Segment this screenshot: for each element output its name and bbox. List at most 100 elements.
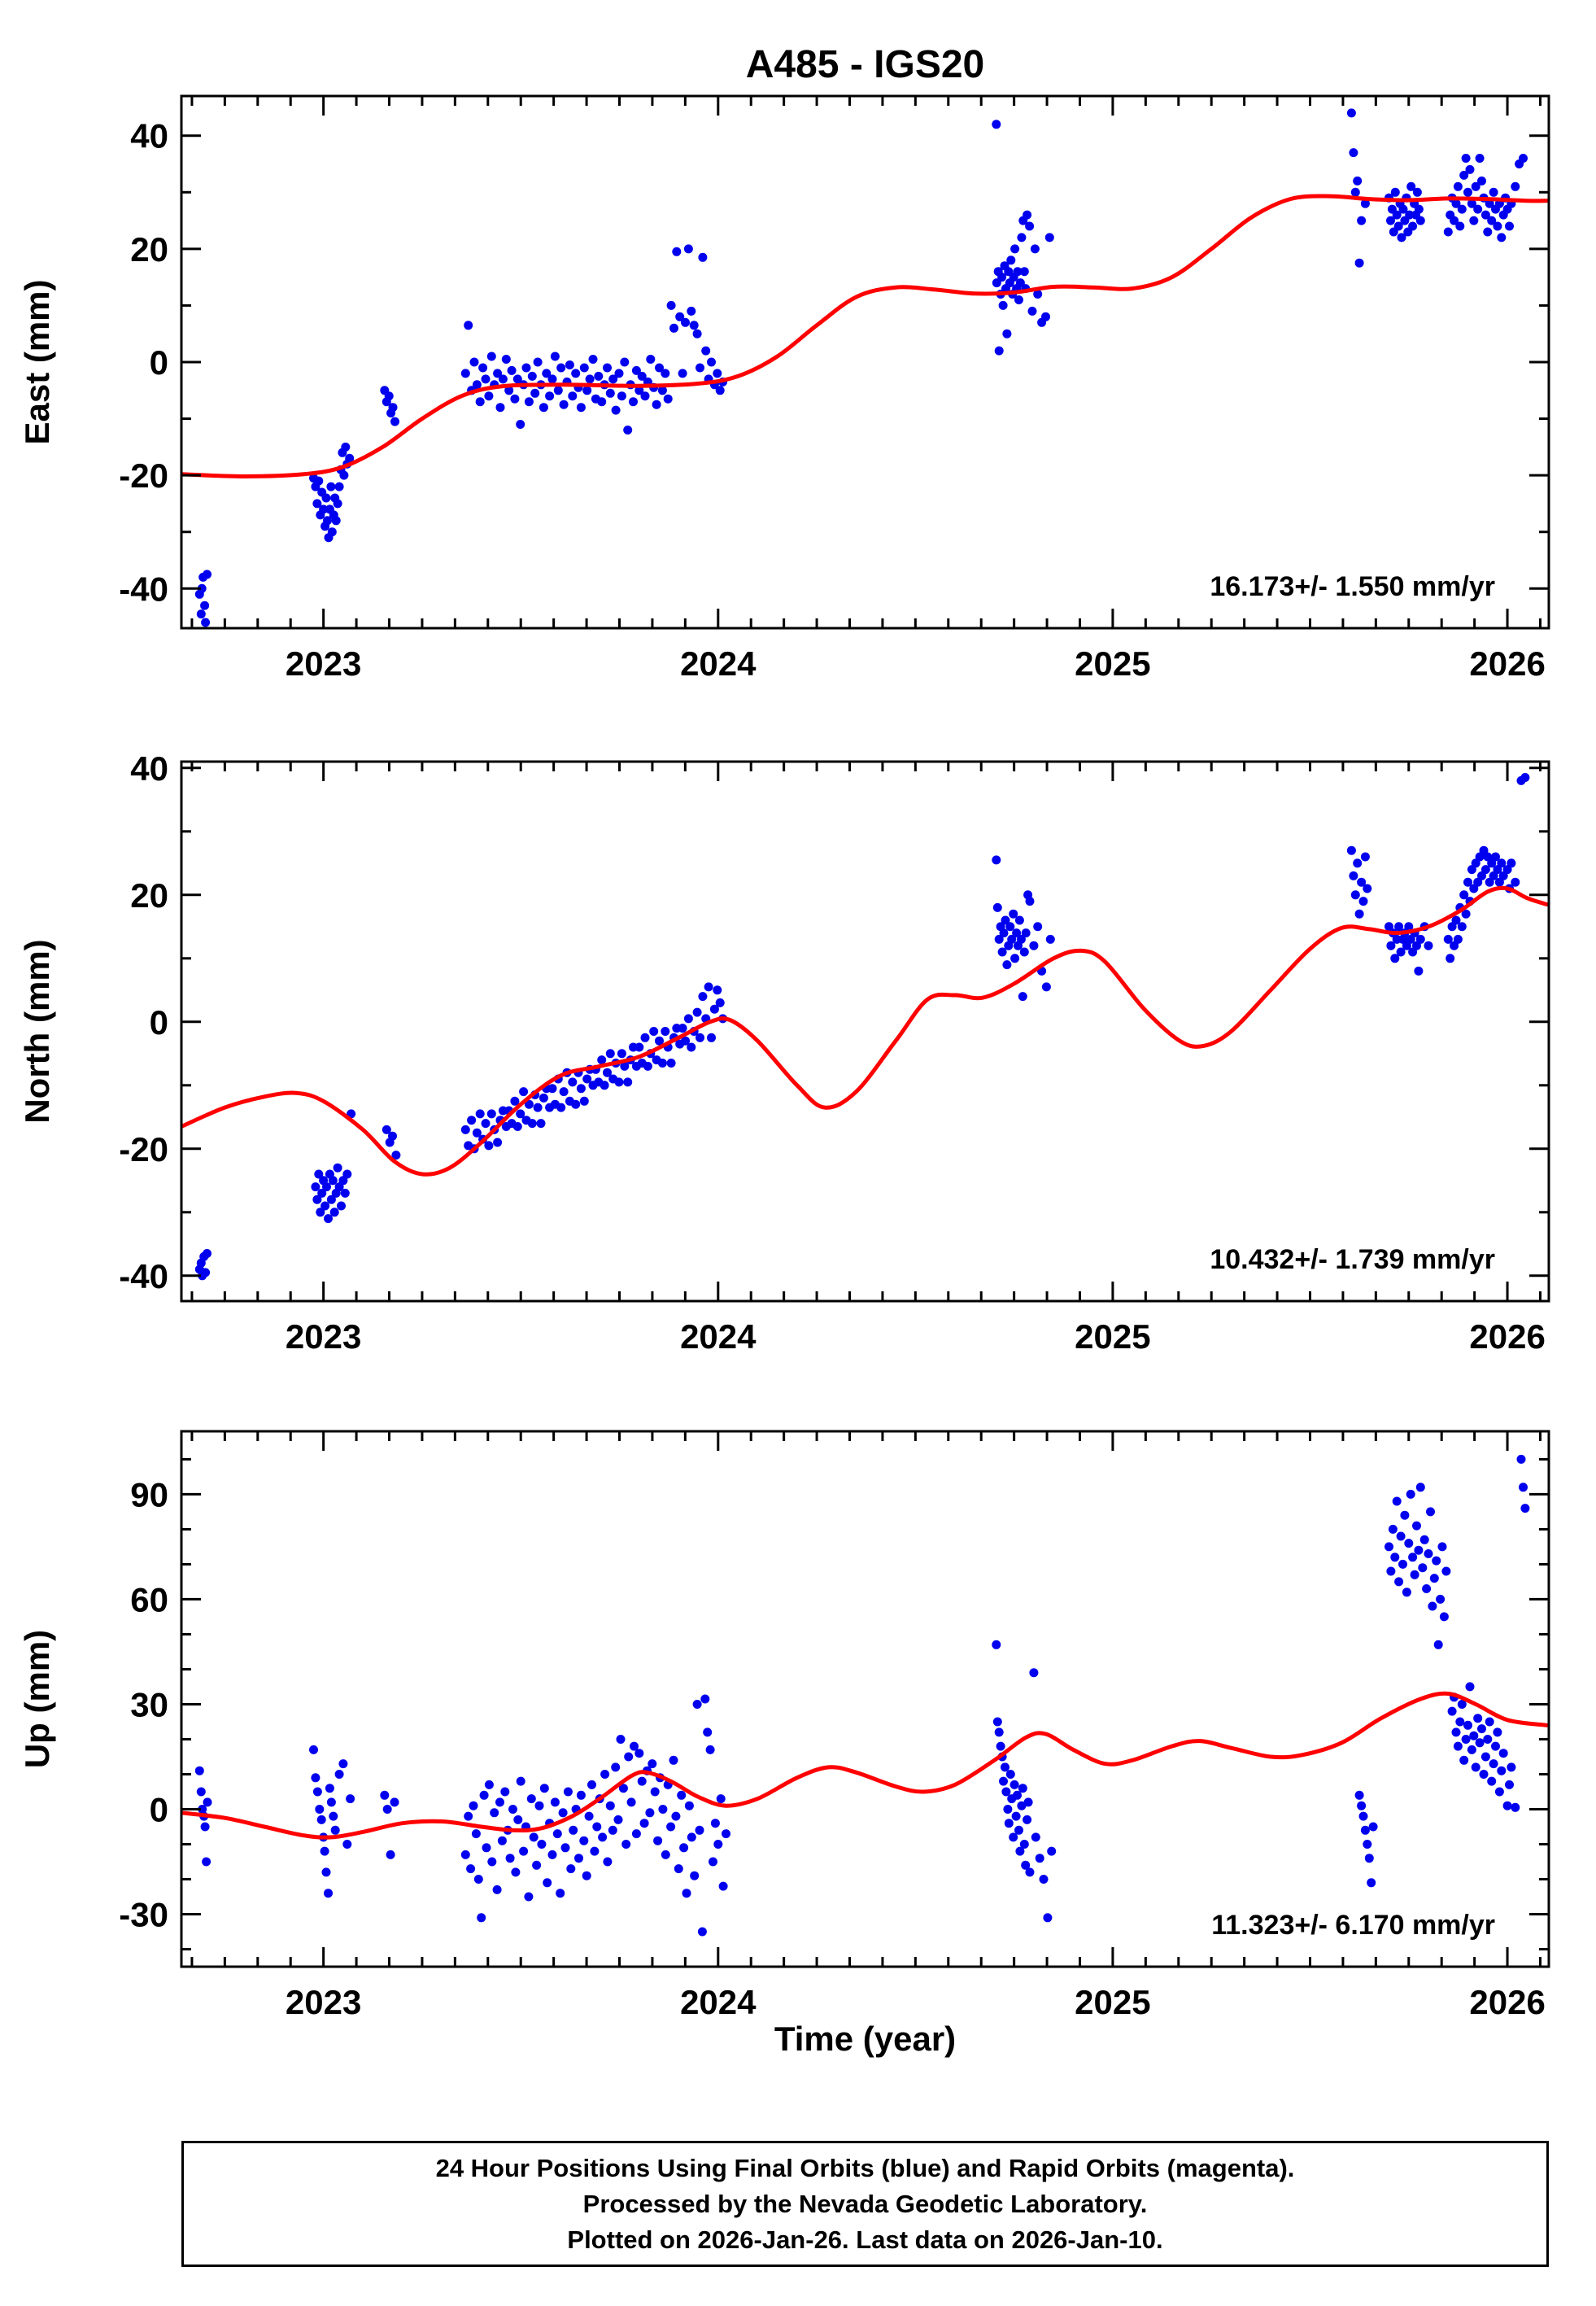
data-point: [1364, 1854, 1374, 1863]
data-point: [198, 1805, 207, 1814]
data-point: [382, 1805, 392, 1814]
y-tick-label: -20: [119, 456, 168, 495]
data-point: [314, 1169, 324, 1179]
data-point: [684, 1801, 694, 1810]
data-point: [600, 1770, 610, 1779]
data-point: [1433, 1640, 1443, 1649]
data-point: [999, 928, 1009, 938]
data-point: [1386, 1566, 1396, 1576]
data-point: [1467, 199, 1476, 208]
data-point: [316, 1815, 326, 1824]
data-point: [713, 985, 722, 995]
data-point: [1014, 1825, 1023, 1835]
data-point: [992, 120, 1001, 129]
data-point: [617, 391, 626, 401]
data-point: [603, 1068, 612, 1077]
data-point: [1014, 915, 1024, 925]
data-point: [529, 1832, 539, 1842]
caption-box: 24 Hour Positions Using Final Orbits (bl…: [181, 2141, 1549, 2267]
data-point: [311, 1773, 321, 1783]
data-point: [513, 1815, 523, 1824]
data-point: [504, 386, 514, 395]
data-point: [707, 357, 716, 367]
data-point: [1353, 858, 1363, 868]
data-point: [1044, 233, 1054, 242]
data-point: [710, 1819, 720, 1828]
panel-frame: [180, 1430, 1550, 1968]
panel-up: 2023 2024 2025 2026 -30 0 30 60 90 Up (mm) 11.323+…: [18, 1430, 1550, 2021]
data-point: [1005, 922, 1015, 932]
x-tick-label: 2025: [1075, 1317, 1150, 1356]
data-point: [1012, 928, 1022, 938]
data-point: [1404, 1539, 1414, 1548]
data-point: [700, 1694, 710, 1704]
data-point: [634, 1749, 644, 1758]
data-point: [524, 1892, 534, 1902]
data-point: [1368, 1822, 1378, 1832]
data-point: [203, 1797, 212, 1807]
data-point: [1480, 210, 1490, 220]
data-point: [687, 306, 696, 316]
data-point: [618, 1784, 628, 1793]
data-point: [620, 357, 630, 367]
data-point: [605, 1049, 615, 1059]
data-point: [1485, 1717, 1494, 1727]
data-point: [1519, 154, 1528, 163]
data-point: [1459, 890, 1469, 900]
data-point: [1414, 204, 1424, 214]
data-point: [1457, 1700, 1467, 1709]
data-point: [1489, 1759, 1498, 1769]
data-point: [1019, 267, 1029, 277]
data-point: [1494, 1787, 1504, 1797]
data-point: [715, 386, 725, 395]
data-point: [498, 374, 508, 384]
data-point: [1437, 1542, 1447, 1552]
data-point: [500, 1787, 510, 1797]
tick-marks: [181, 96, 1549, 628]
data-point: [314, 476, 324, 486]
data-point: [329, 1208, 339, 1217]
data-point: [527, 1119, 537, 1129]
data-point: [598, 1832, 608, 1842]
y-axis-title: Up (mm): [18, 1630, 56, 1768]
data-point: [626, 1797, 636, 1807]
data-point: [1013, 1790, 1022, 1800]
data-point: [681, 317, 690, 327]
data-point: [539, 1093, 548, 1103]
data-point: [475, 397, 485, 407]
data-point: [1015, 278, 1025, 288]
data-point: [524, 397, 534, 407]
data-point: [464, 321, 473, 330]
data-point: [613, 1815, 623, 1824]
data-point: [687, 1832, 696, 1842]
data-point: [325, 1784, 334, 1793]
data-point: [547, 1850, 557, 1859]
data-point: [1516, 1454, 1526, 1464]
caption-line-2: Processed by the Nevada Geodetic Laborat…: [582, 2189, 1148, 2218]
x-tick-label: 2026: [1469, 1317, 1545, 1356]
data-point: [550, 1797, 560, 1807]
data-point: [709, 1857, 717, 1867]
data-point: [1436, 1594, 1446, 1604]
data-point: [1360, 199, 1370, 208]
data-point: [1489, 187, 1498, 197]
data-point: [1005, 1770, 1015, 1779]
data-point: [1497, 233, 1507, 242]
data-point: [326, 1797, 336, 1807]
data-point: [1017, 233, 1027, 242]
data-point: [510, 394, 520, 404]
data-point: [692, 329, 702, 338]
data-point: [677, 1790, 687, 1800]
data-point: [201, 1268, 211, 1277]
data-point: [1360, 852, 1370, 862]
y-axis-title: East (mm): [18, 279, 56, 444]
data-point: [1385, 1542, 1393, 1552]
data-point: [683, 1014, 693, 1024]
y-tick-label: -20: [119, 1130, 168, 1168]
data-point: [384, 391, 394, 401]
data-point: [1018, 992, 1027, 1002]
data-point: [469, 1801, 478, 1810]
caption-line-1: 24 Hour Positions Using Final Orbits (bl…: [435, 2153, 1295, 2182]
data-point: [689, 321, 699, 330]
data-point: [1357, 1801, 1367, 1810]
